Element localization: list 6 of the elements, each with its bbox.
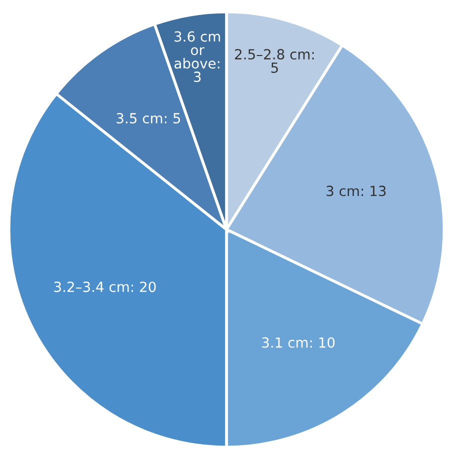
- data-label: 3.6 cm or above: 3: [174, 31, 220, 82]
- data-label: 3.5 cm: 5: [116, 112, 180, 124]
- data-label: 2.5–2.8 cm: 5: [235, 49, 314, 73]
- data-label: 3 cm: 13: [326, 186, 386, 196]
- data-label: 3.2–3.4 cm: 20: [54, 282, 156, 292]
- data-label: 3.1 cm: 10: [262, 337, 335, 348]
